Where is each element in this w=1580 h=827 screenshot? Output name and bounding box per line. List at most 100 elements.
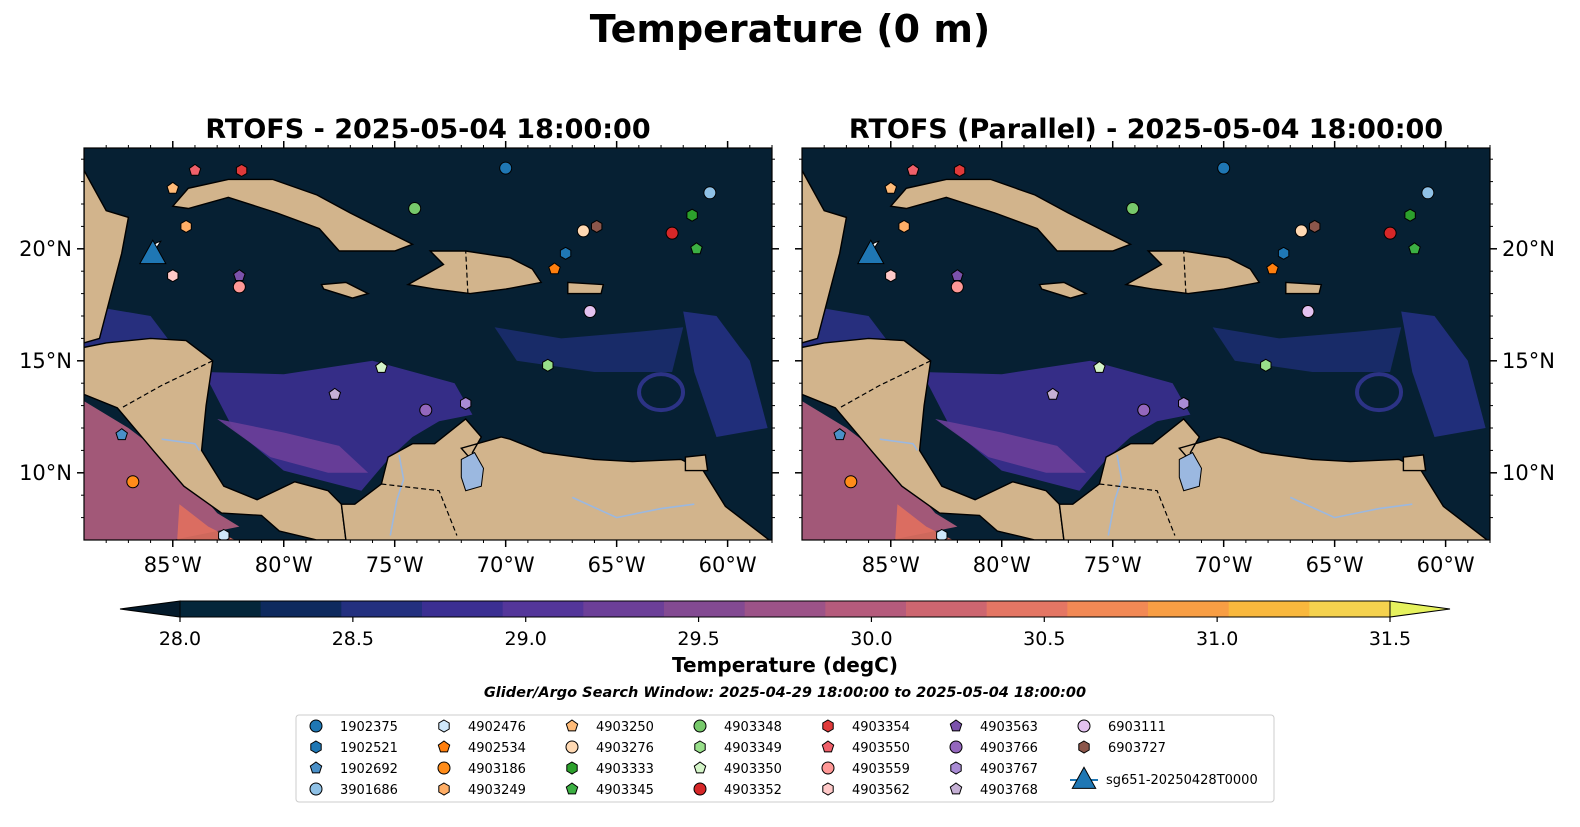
legend-label: 4903276 <box>596 741 654 756</box>
float-4903550 <box>188 163 202 176</box>
float-4903559 <box>950 280 964 294</box>
legend-label: 1902692 <box>340 762 398 777</box>
lake <box>460 451 485 492</box>
colorbar-cell <box>1067 601 1149 617</box>
map-frame <box>83 147 773 541</box>
legend-item: 3901686 <box>309 782 398 798</box>
float-4903345 <box>690 242 703 255</box>
river <box>389 454 405 536</box>
legend-item: 4903562 <box>822 782 910 798</box>
legend-label: 1902375 <box>340 720 398 735</box>
float-4903767 <box>1178 396 1190 410</box>
land-yucatan <box>84 170 130 344</box>
float-4903348 <box>408 201 422 215</box>
legend-marker-4903345 <box>565 782 579 795</box>
river <box>571 496 695 519</box>
colorbar-tick-label: 28.0 <box>159 628 201 650</box>
colorbar-cell <box>583 601 665 617</box>
temperature-contour <box>935 419 1087 473</box>
legend-marker-4903766 <box>949 740 963 754</box>
lon-tick-label: 70°W <box>477 553 535 577</box>
colorbar-cell <box>341 601 423 617</box>
float-4903563 <box>233 269 246 281</box>
legend-item: 4902534 <box>437 740 526 756</box>
legend-label: 1902521 <box>340 741 398 756</box>
legend-label: 4903250 <box>596 720 654 735</box>
lake <box>1178 451 1203 492</box>
float-4903348 <box>1126 201 1140 215</box>
lat-tick-label: 15°N <box>19 349 72 373</box>
land-hispaniola <box>405 250 543 295</box>
float-4903352 <box>1383 226 1397 240</box>
legend-item: 4903250 <box>565 719 654 735</box>
temperature-contour <box>177 504 235 540</box>
legend-item: 4903350 <box>693 761 782 777</box>
map-axes-rtofs-parallel: 85°W 80°W 75°W 70°W 65°W 60°W 20°N 15°N 10°N <box>795 141 1555 577</box>
float-4903249 <box>180 219 192 233</box>
colorbar-tick-label: 30.0 <box>850 628 892 650</box>
legend-marker-4903768 <box>949 782 963 795</box>
lon-tick-label: 75°W <box>366 553 424 577</box>
float-3901686 <box>1421 186 1435 200</box>
land-jamaica <box>1038 281 1089 299</box>
glider-sg651-20250428T0000 <box>138 239 167 265</box>
map-frame <box>801 147 1491 541</box>
legend-label: 6903727 <box>1108 741 1166 756</box>
float-4903766 <box>419 403 433 417</box>
colorbar-tick-label: 29.5 <box>677 628 719 650</box>
legend-item: 4903767 <box>950 761 1038 777</box>
colorbar-tick-label: 31.0 <box>1196 628 1238 650</box>
float-4902534 <box>548 262 561 275</box>
float-6903727 <box>591 219 603 233</box>
float-4903768 <box>1046 387 1060 400</box>
legend-item: 4903333 <box>566 761 654 777</box>
legend-item: 4903349 <box>694 740 782 756</box>
land-southam <box>1058 418 1489 540</box>
colorbar-cell <box>1148 601 1230 617</box>
float-3901686 <box>703 186 717 200</box>
temperature-contour <box>895 504 953 540</box>
colorbar: 28.0 28.5 29.0 29.5 30.0 30.5 31.0 31.5 Tempera… <box>119 600 1451 677</box>
colorbar-extend-high <box>1389 600 1451 618</box>
lon-tick-label: 80°W <box>973 553 1031 577</box>
float-6903111 <box>583 305 597 319</box>
float-4903276 <box>1294 224 1308 238</box>
temperature-contour <box>217 419 369 473</box>
lat-tick-label: 10°N <box>1502 461 1555 485</box>
land-puertorico <box>567 281 605 295</box>
lon-tick-label: 65°W <box>1306 553 1364 577</box>
float-4903767 <box>460 396 472 410</box>
legend-marker-6903111 <box>1077 719 1091 733</box>
lon-tick-label: 75°W <box>1084 553 1142 577</box>
eddy-feature <box>637 372 686 413</box>
legend-item: 4903345 <box>565 782 654 798</box>
legend-item: 4903352 <box>693 782 782 798</box>
temperature-contour <box>1212 327 1402 372</box>
float-4903354 <box>953 163 966 177</box>
colorbar-tick-label: 31.5 <box>1369 628 1411 650</box>
legend-label: 4903345 <box>596 783 654 798</box>
legend-marker-3901686 <box>309 782 323 796</box>
float-4903768 <box>328 387 342 400</box>
legend-label: 4903354 <box>852 720 910 735</box>
land-central <box>84 337 347 540</box>
lon-tick-label: 60°W <box>699 553 757 577</box>
colorbar-cell <box>664 601 746 617</box>
float-4903349 <box>1260 358 1272 372</box>
float-4903345 <box>1408 242 1421 255</box>
temperature-contour <box>1401 311 1486 437</box>
float-4903249 <box>898 219 910 233</box>
legend-item: 1902375 <box>309 719 398 735</box>
legend-item: 4903563 <box>949 719 1038 735</box>
legend-marker-4903562 <box>822 782 834 796</box>
land-puertorico <box>1285 281 1323 295</box>
colorbar-frame <box>179 600 1391 618</box>
float-4902476 <box>936 528 948 540</box>
country-border <box>465 250 469 294</box>
legend: 1902375 1902521 1902692 3901686 4902476 49025… <box>295 714 1275 803</box>
land-southam <box>340 418 771 540</box>
legend-label: 4903348 <box>724 720 782 735</box>
panel-title-rtofs-parallel: RTOFS (Parallel) - 2025-05-04 18:00:00 <box>849 114 1443 145</box>
map-axes-rtofs: 85°W 80°W 75°W 70°W 65°W 60°W 20°N 15°N 10°N <box>19 141 779 577</box>
land-trinidad <box>1402 454 1427 472</box>
